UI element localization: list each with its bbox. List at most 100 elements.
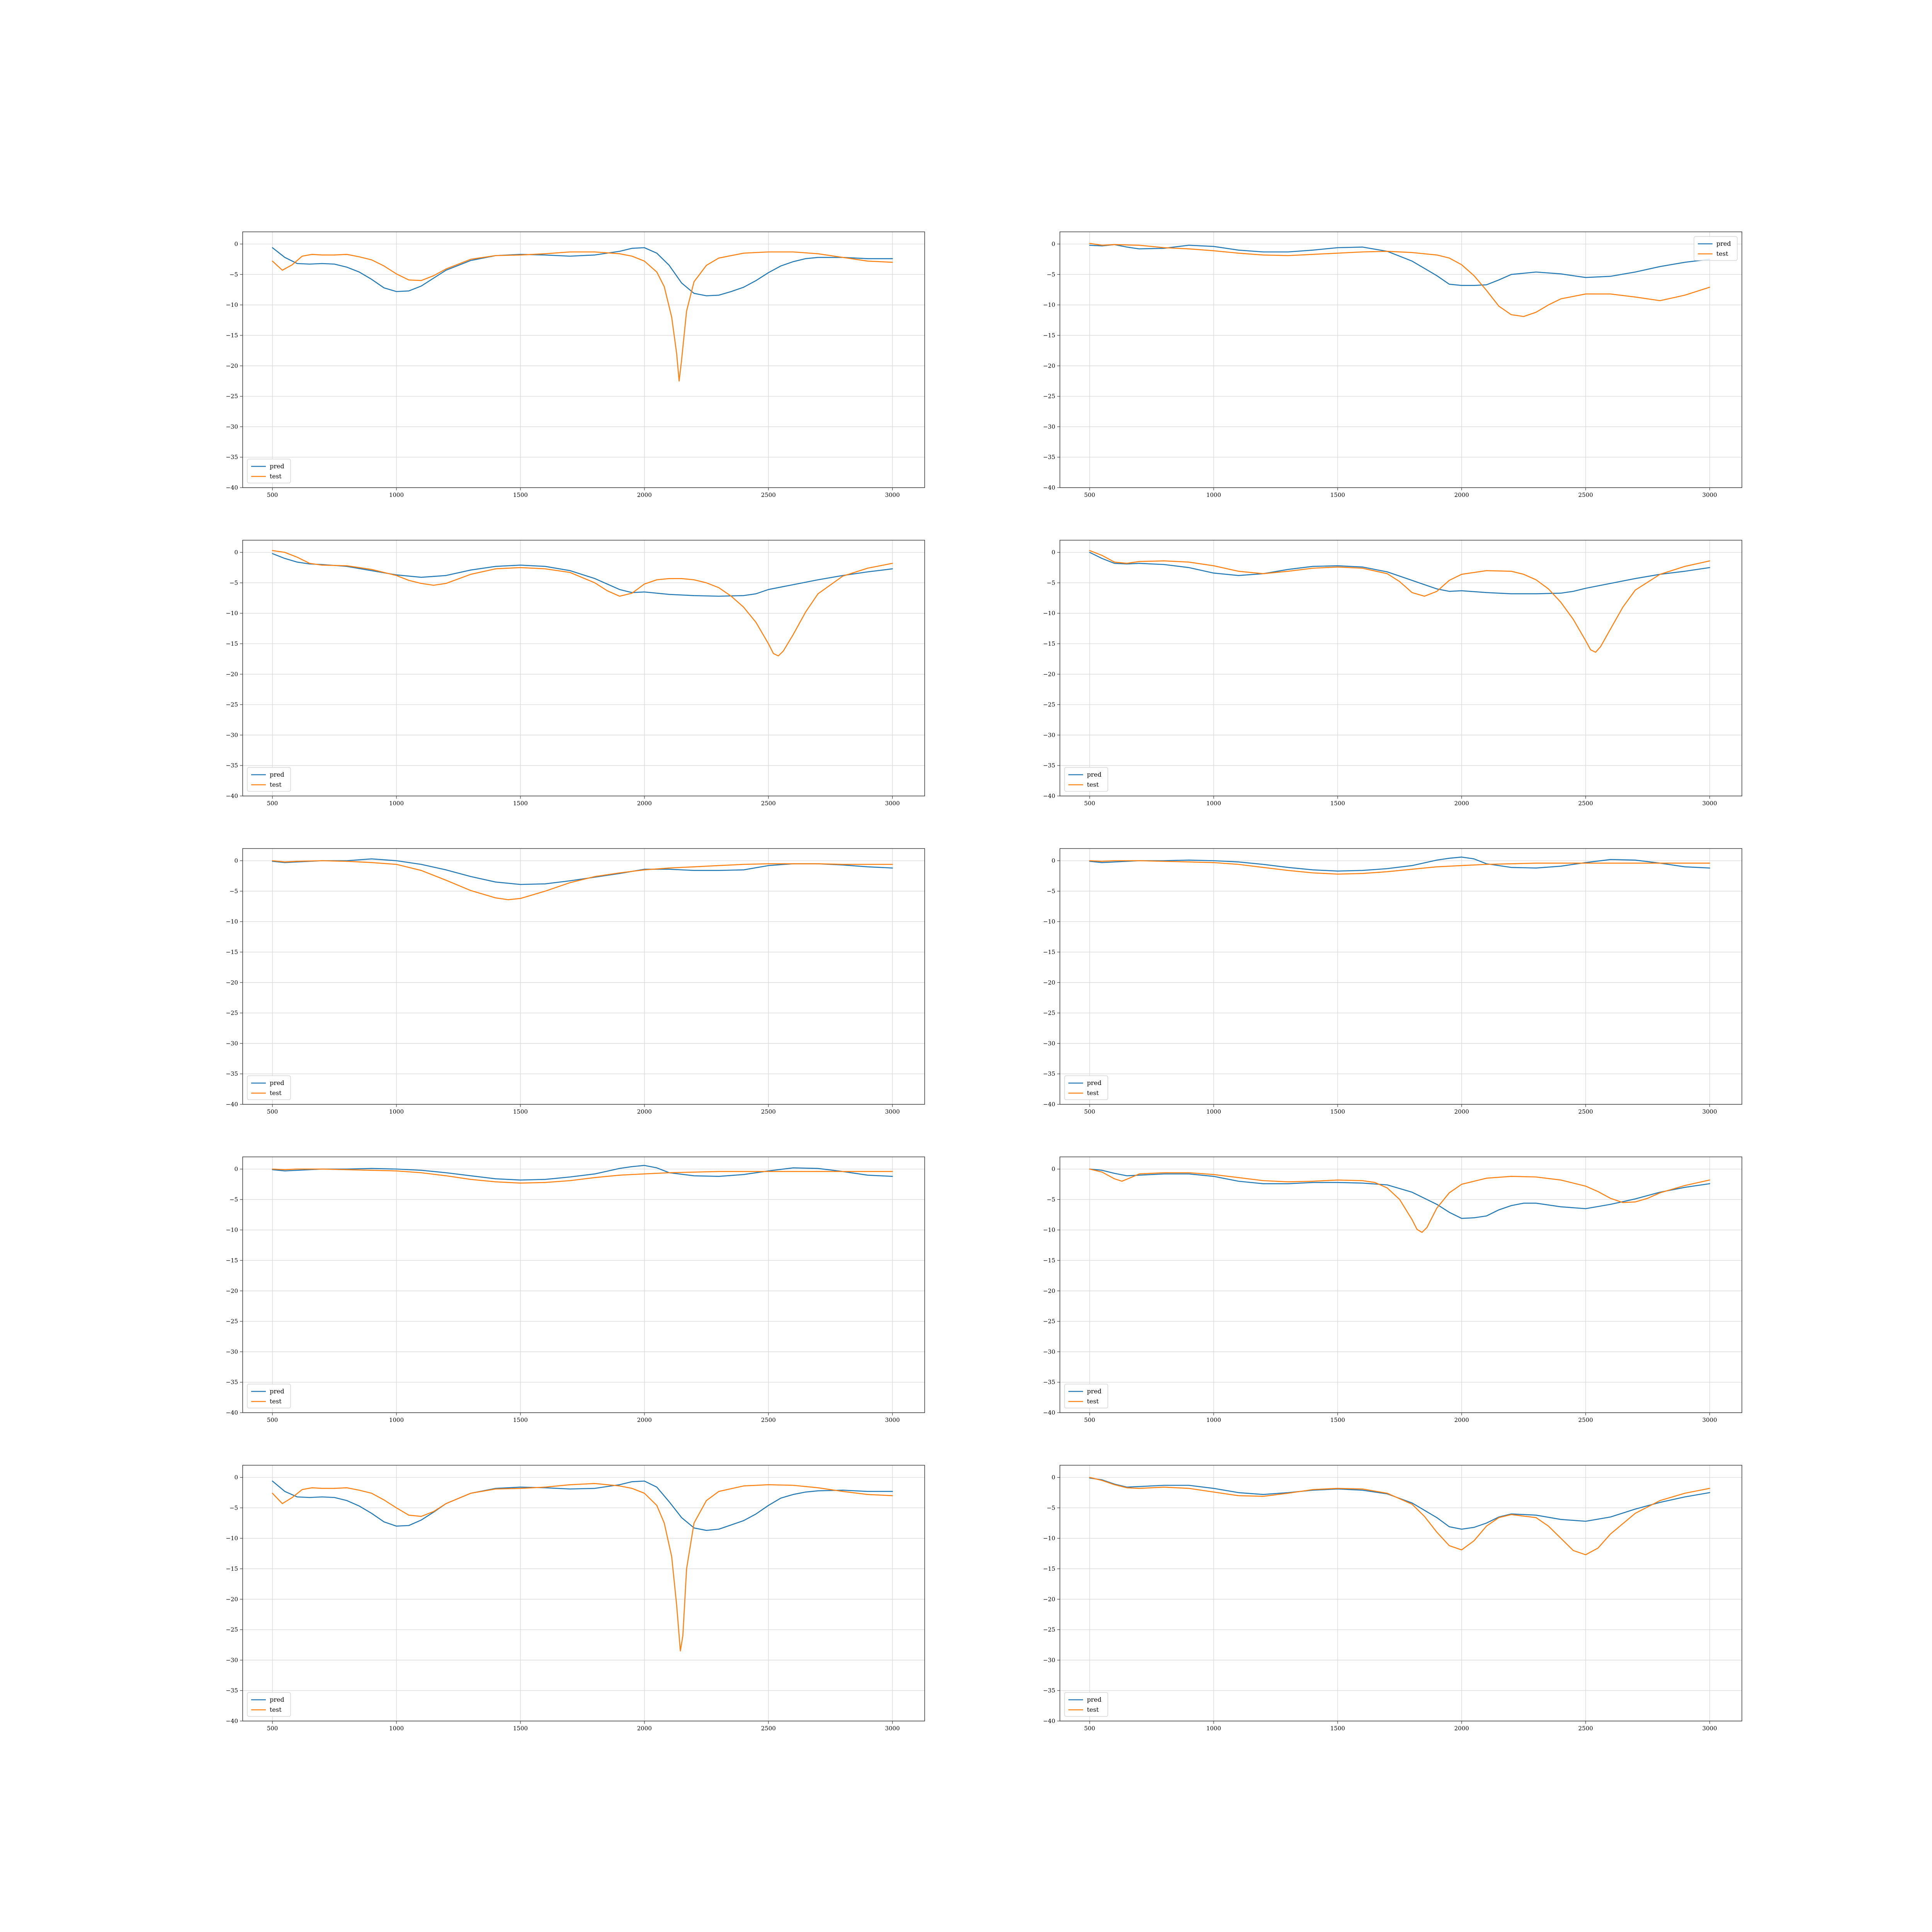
legend-label-test: test: [270, 781, 282, 788]
y-tick-label: 0: [234, 241, 238, 248]
y-tick-label: −15: [1043, 640, 1055, 647]
plot-area: [243, 1465, 925, 1721]
x-tick-label: 3000: [1702, 1108, 1717, 1115]
legend: pred test: [1064, 1075, 1108, 1100]
legend-label-pred: pred: [270, 771, 284, 778]
y-tick-label: −25: [226, 1626, 238, 1633]
y-tick-label: −30: [226, 731, 238, 738]
y-tick-label: −15: [226, 1565, 238, 1572]
legend-label-test: test: [270, 1089, 282, 1097]
x-tick-label: 1000: [1206, 800, 1221, 807]
y-tick-label: −30: [226, 423, 238, 430]
plot-area: [1060, 1157, 1742, 1413]
y-tick-label: 0: [1051, 1474, 1055, 1481]
x-tick-label: 1000: [389, 492, 404, 498]
y-tick-label: −15: [226, 332, 238, 339]
y-tick-label: −20: [226, 1596, 238, 1603]
y-tick-label: −30: [226, 1040, 238, 1047]
x-tick-label: 1000: [1206, 492, 1221, 498]
x-tick-label: 2500: [1578, 1417, 1593, 1423]
y-tick-label: −15: [1043, 1257, 1055, 1264]
plot-area: [1060, 1465, 1742, 1721]
legend-label-pred: pred: [270, 1079, 284, 1087]
y-tick-label: −20: [1043, 1596, 1055, 1603]
y-tick-label: −10: [1043, 610, 1055, 617]
plot-area: [243, 849, 925, 1104]
y-tick-label: −15: [226, 640, 238, 647]
subplot-7: 500 1000 1500 2000 2500 3000 0 −5 −10 −15 −20 −25 −3…: [226, 1156, 925, 1423]
legend-label-test: test: [1087, 1089, 1099, 1097]
axes-frame: [1060, 1156, 1742, 1413]
y-tick-label: −20: [226, 1287, 238, 1294]
x-tick-label: 2000: [637, 1417, 652, 1423]
x-tick-label: 2500: [1578, 1108, 1593, 1115]
subplot-8: 500 1000 1500 2000 2500 3000 0 −5 −10 −15 −20 −25 −3…: [1043, 1156, 1742, 1423]
x-tick-label: 1000: [389, 1108, 404, 1115]
legend-label-test: test: [1716, 250, 1728, 257]
legend-box: [247, 459, 291, 483]
y-tick-label: 0: [1051, 857, 1055, 864]
y-tick-label: −5: [230, 271, 238, 278]
legend-box: [1064, 1075, 1108, 1100]
axes-frame: [1060, 231, 1742, 488]
y-tick-label: 0: [1051, 241, 1055, 248]
y-tick-label: −35: [226, 1070, 238, 1077]
x-tick-label: 3000: [1702, 492, 1717, 498]
x-tick-label: 1000: [389, 1417, 404, 1423]
y-tick-label: −30: [1043, 1656, 1055, 1663]
legend: pred test: [1064, 1384, 1108, 1408]
x-tick-label: 1500: [1330, 492, 1345, 498]
legend-box: [247, 767, 291, 792]
legend-label-pred: pred: [1087, 1388, 1102, 1395]
legend: pred test: [247, 767, 291, 792]
legend-label-pred: pred: [270, 1388, 284, 1395]
legend-box: [1694, 236, 1738, 261]
x-tick-label: 2000: [637, 800, 652, 807]
plot-area: [1060, 232, 1742, 488]
y-tick-label: 0: [1051, 1166, 1055, 1173]
subplot-5: 500 1000 1500 2000 2500 3000 0 −5 −10 −15 −20 −25 −3…: [226, 848, 925, 1115]
x-tick-label: 2000: [1454, 800, 1469, 807]
x-tick-label: 500: [1084, 1108, 1095, 1115]
series-line-pred: [1089, 552, 1710, 594]
legend: pred test: [1064, 1692, 1108, 1717]
x-tick-label: 2500: [761, 800, 776, 807]
x-tick-label: 500: [267, 1108, 278, 1115]
subplot-1: 500 1000 1500 2000 2500 3000 0 −5 −10 −15 −20 −25 −3…: [226, 231, 925, 498]
y-tick-label: −40: [226, 1718, 238, 1725]
y-tick-label: −40: [1043, 1409, 1055, 1416]
series-line-pred: [272, 858, 893, 885]
subplot-4: 500 1000 1500 2000 2500 3000 0 −5 −10 −15 −20 −25 −3…: [1043, 540, 1742, 807]
x-tick-label: 2000: [637, 1108, 652, 1115]
y-tick-label: −25: [1043, 1626, 1055, 1633]
x-tick-label: 1000: [1206, 1417, 1221, 1423]
legend-label-pred: pred: [270, 463, 284, 470]
y-tick-label: −5: [1047, 579, 1055, 586]
y-tick-label: −35: [1043, 762, 1055, 769]
y-tick-label: −25: [1043, 393, 1055, 400]
y-tick-label: −5: [1047, 1196, 1055, 1203]
x-tick-label: 3000: [885, 492, 900, 498]
x-tick-label: 2500: [761, 1725, 776, 1732]
y-tick-label: −5: [230, 1196, 238, 1203]
legend-label-pred: pred: [1087, 771, 1102, 778]
y-tick-label: −5: [1047, 888, 1055, 895]
x-tick-label: 500: [1084, 1725, 1095, 1732]
y-tick-label: −20: [1043, 671, 1055, 678]
y-tick-label: −35: [226, 454, 238, 461]
series-line-test: [272, 251, 893, 382]
x-tick-label: 500: [1084, 1417, 1095, 1423]
y-tick-label: −30: [1043, 731, 1055, 738]
x-tick-label: 1000: [1206, 1108, 1221, 1115]
axes-frame: [242, 231, 925, 488]
y-tick-label: −5: [230, 579, 238, 586]
y-tick-label: −15: [1043, 949, 1055, 956]
y-tick-label: −40: [226, 793, 238, 799]
x-tick-label: 1000: [389, 1725, 404, 1732]
y-tick-label: −15: [226, 949, 238, 956]
subplot-3: 500 1000 1500 2000 2500 3000 0 −5 −10 −15 −20 −25 −3…: [226, 540, 925, 807]
y-tick-label: −35: [1043, 1687, 1055, 1694]
series-line-test: [272, 860, 893, 900]
x-tick-label: 3000: [885, 1108, 900, 1115]
legend-label-test: test: [1087, 781, 1099, 788]
